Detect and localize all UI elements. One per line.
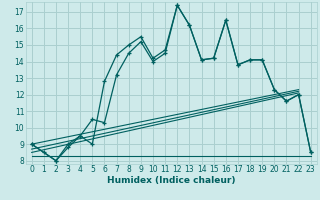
X-axis label: Humidex (Indice chaleur): Humidex (Indice chaleur) <box>107 176 236 185</box>
